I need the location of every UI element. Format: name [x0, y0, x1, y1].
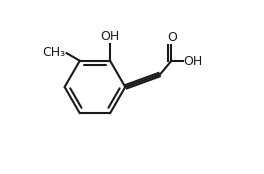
Text: O: O	[167, 31, 177, 44]
Text: OH: OH	[101, 30, 120, 43]
Text: CH₃: CH₃	[42, 46, 65, 59]
Text: OH: OH	[183, 55, 203, 68]
